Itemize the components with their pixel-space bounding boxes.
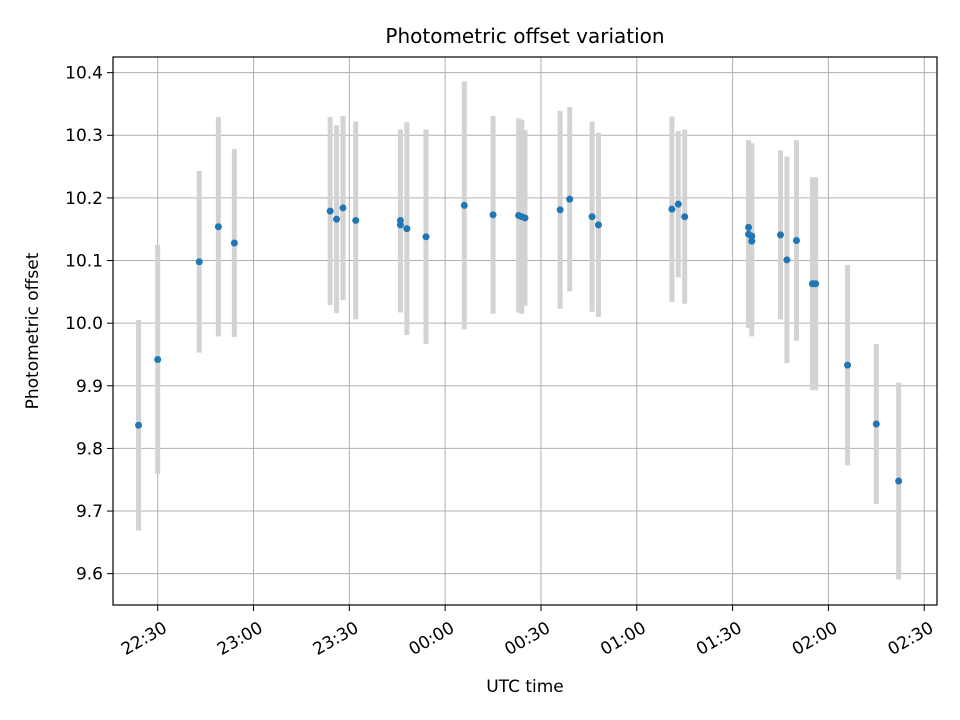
data-point	[352, 216, 360, 224]
data-point	[333, 215, 341, 223]
y-tick-label: 9.6	[76, 565, 103, 585]
data-point	[135, 421, 143, 429]
y-axis-title: Photometric offset	[23, 252, 43, 409]
y-tick-label: 10.0	[65, 314, 103, 334]
y-tick-label: 9.9	[76, 377, 103, 397]
data-point	[521, 214, 529, 222]
data-point	[783, 256, 791, 264]
chart-title: Photometric offset variation	[385, 24, 664, 48]
y-tick-label: 9.7	[76, 502, 103, 522]
data-point	[668, 205, 676, 213]
data-point	[326, 207, 334, 215]
data-point	[154, 355, 162, 363]
data-point	[556, 206, 564, 214]
y-axis: 9.6 9.7 9.8 9.9 10.0 10.1 10.2 10.3 10.4	[65, 64, 113, 585]
data-point	[674, 200, 682, 208]
data-point	[588, 213, 596, 221]
x-axis-title: UTC time	[486, 677, 564, 697]
data-point	[195, 258, 203, 266]
data-point	[792, 237, 800, 245]
y-tick-label: 10.2	[65, 189, 103, 209]
data-point	[748, 237, 756, 245]
y-tick-label: 10.3	[65, 126, 103, 146]
data-point	[812, 280, 820, 288]
y-tick-label: 10.1	[65, 251, 103, 271]
y-tick-label: 9.8	[76, 439, 103, 459]
data-point	[748, 232, 756, 240]
data-point	[339, 204, 347, 212]
y-tick-label: 10.4	[65, 64, 103, 84]
data-point	[396, 216, 404, 224]
data-point	[460, 201, 468, 209]
data-point	[745, 223, 753, 231]
data-point	[844, 361, 852, 369]
data-point	[872, 420, 880, 428]
data-point	[489, 211, 497, 219]
plot-frame	[112, 56, 938, 606]
data-point	[214, 223, 222, 231]
data-point	[403, 225, 411, 233]
data-point	[594, 221, 602, 229]
data-point	[681, 213, 689, 221]
data-point	[566, 195, 574, 203]
data-point	[230, 239, 238, 247]
data-point	[895, 477, 903, 485]
data-point	[422, 233, 430, 241]
data-points	[135, 195, 903, 485]
data-point	[777, 231, 785, 239]
